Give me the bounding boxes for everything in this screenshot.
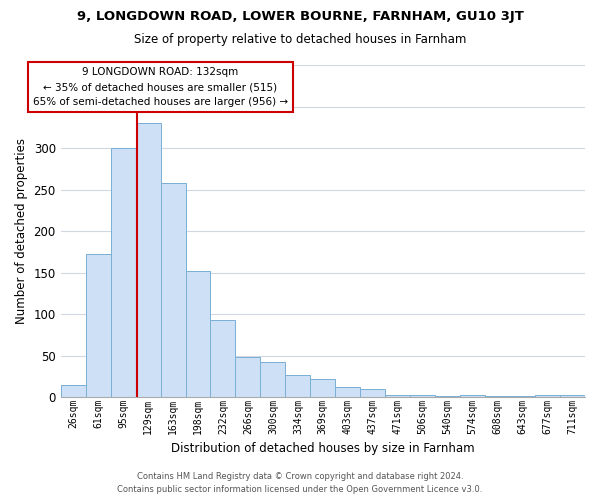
Bar: [435, 396, 460, 397]
Text: Contains HM Land Registry data © Crown copyright and database right 2024.
Contai: Contains HM Land Registry data © Crown c…: [118, 472, 482, 494]
Bar: [360, 388, 385, 397]
Bar: [185, 271, 211, 397]
X-axis label: Distribution of detached houses by size in Farnham: Distribution of detached houses by size …: [171, 442, 475, 455]
Text: Size of property relative to detached houses in Farnham: Size of property relative to detached ho…: [134, 32, 466, 46]
Bar: [410, 396, 435, 397]
Bar: [535, 396, 560, 397]
Bar: [485, 396, 510, 397]
Bar: [161, 183, 185, 397]
Bar: [286, 374, 310, 397]
Bar: [560, 396, 585, 397]
Bar: [61, 384, 86, 397]
Bar: [460, 394, 485, 397]
Text: 9 LONGDOWN ROAD: 132sqm
← 35% of detached houses are smaller (515)
65% of semi-d: 9 LONGDOWN ROAD: 132sqm ← 35% of detache…: [33, 68, 288, 107]
Text: 9, LONGDOWN ROAD, LOWER BOURNE, FARNHAM, GU10 3JT: 9, LONGDOWN ROAD, LOWER BOURNE, FARNHAM,…: [77, 10, 523, 23]
Bar: [136, 123, 161, 397]
Bar: [335, 387, 360, 397]
Bar: [260, 362, 286, 397]
Bar: [235, 357, 260, 397]
Bar: [385, 394, 410, 397]
Bar: [211, 320, 235, 397]
Bar: [86, 254, 110, 397]
Bar: [510, 396, 535, 397]
Bar: [110, 148, 136, 397]
Bar: [310, 379, 335, 397]
Y-axis label: Number of detached properties: Number of detached properties: [15, 138, 28, 324]
